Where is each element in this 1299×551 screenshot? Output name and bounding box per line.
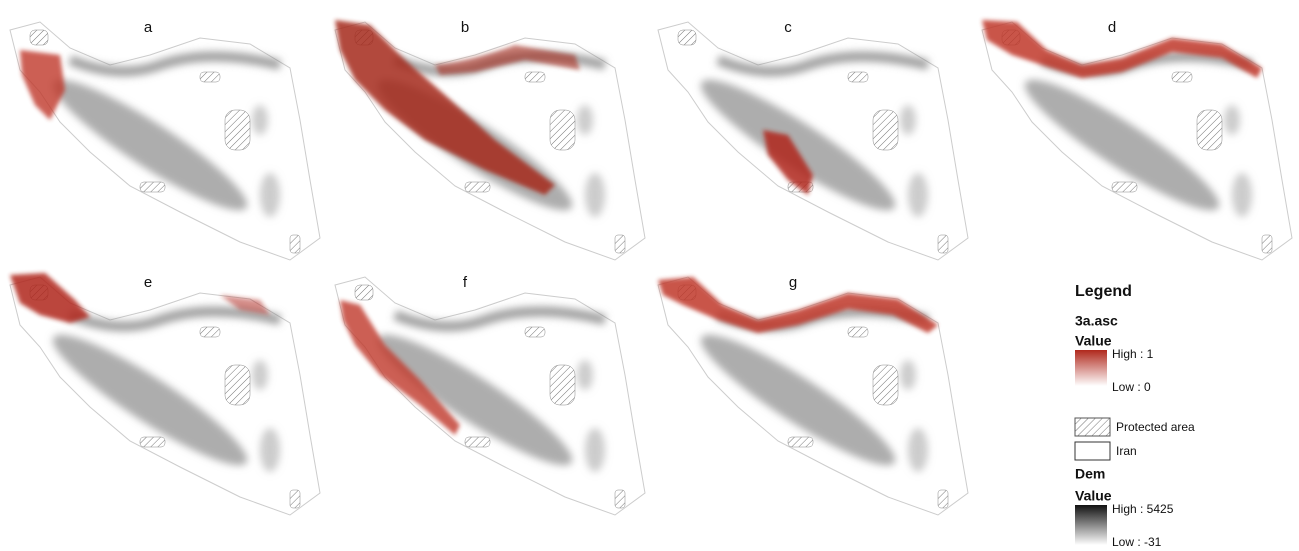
protected-swatch <box>1075 418 1110 436</box>
map-panel: c <box>658 19 968 260</box>
panel-label: b <box>461 19 469 36</box>
legend-high: High : 5425 <box>1112 502 1174 516</box>
map-panel: d <box>982 19 1292 260</box>
legend-label: Protected area <box>1116 420 1195 434</box>
iran-swatch <box>1075 442 1110 460</box>
map-panel: b <box>335 19 645 260</box>
legend-layer-name: Dem <box>1075 466 1105 482</box>
legend: Legend 3a.asc Value High : 1 Low : 0 Pro… <box>1075 283 1195 549</box>
map-panel: a <box>10 19 320 260</box>
map-panel: e <box>10 273 320 515</box>
color-ramp <box>1075 350 1107 386</box>
legend-value-heading: Value <box>1075 488 1112 504</box>
legend-high: High : 1 <box>1112 347 1154 361</box>
panel-label: e <box>144 274 152 291</box>
legend-low: Low : -31 <box>1112 535 1162 549</box>
legend-label: Iran <box>1116 444 1137 458</box>
page: {"panels": [{"label": "a"}, {"label": "b… <box>0 0 1299 551</box>
map-panel: g <box>658 274 968 515</box>
map-panel: f <box>335 274 645 515</box>
panel-label: d <box>1108 19 1116 36</box>
panel-label: c <box>784 19 792 36</box>
legend-title: Legend <box>1075 283 1132 300</box>
panel-label: f <box>463 274 468 291</box>
legend-layer-name: 3a.asc <box>1075 313 1118 329</box>
panel-label: g <box>789 274 797 291</box>
figure: a b c d e f g Legend 3a.asc Value High :… <box>0 0 1299 551</box>
legend-value-heading: Value <box>1075 333 1112 349</box>
panel-label: a <box>144 19 153 36</box>
grey-ramp <box>1075 505 1107 545</box>
body: a b c d e f g Legend 3a.asc Value High :… <box>0 0 1299 551</box>
legend-low: Low : 0 <box>1112 380 1151 394</box>
